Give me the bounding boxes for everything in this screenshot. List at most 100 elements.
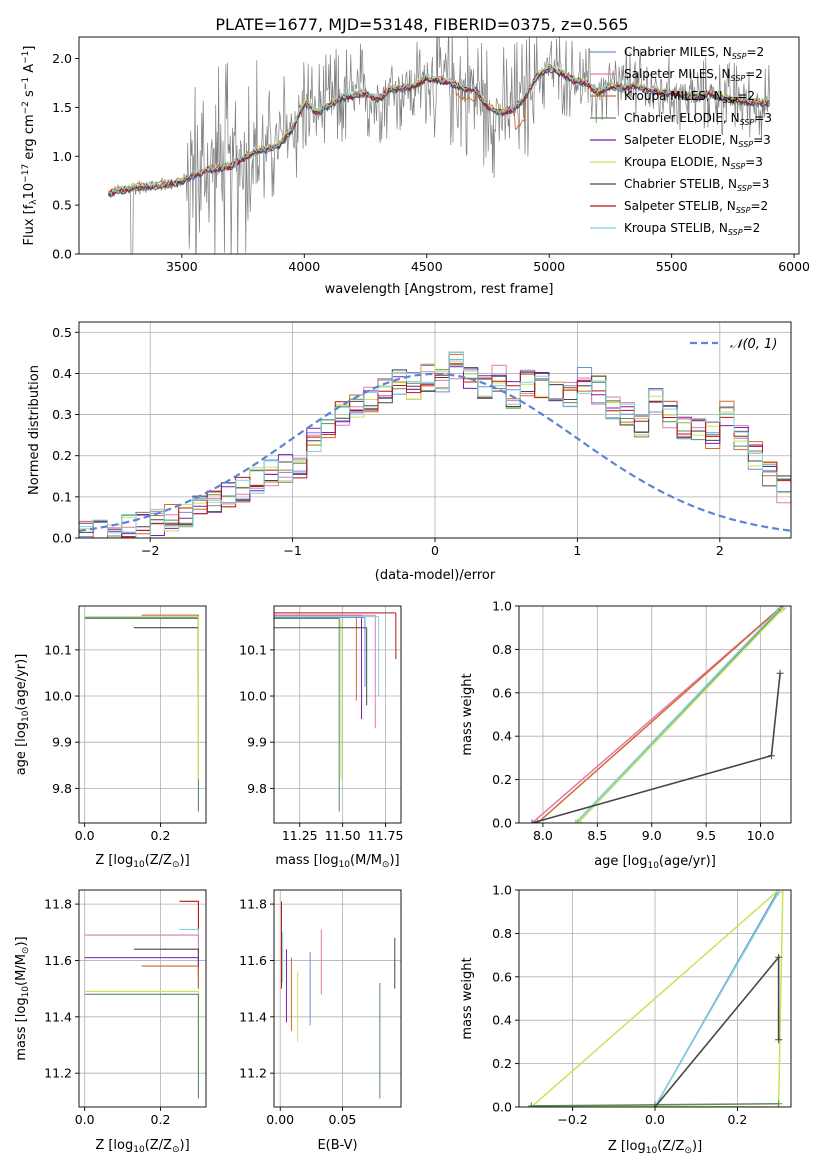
legend-entry: Chabrier STELIB, NSSP=3 <box>624 177 769 193</box>
figure-title: PLATE=1677, MJD=53148, FIBERID=0375, z=0… <box>215 15 628 34</box>
series-fit-kroupa-miles <box>108 63 770 195</box>
y-tick-label: 1.0 <box>52 149 72 164</box>
y-tick-label: 11.4 <box>44 1009 72 1024</box>
x-tick-label: 0 <box>431 543 439 558</box>
segment-3 <box>133 948 199 975</box>
y-tick-label: 0.4 <box>52 366 72 381</box>
y-tick-label: 9.9 <box>247 735 267 750</box>
y-axis-label: mass [log10(M/M⊙)] <box>14 936 31 1060</box>
weight-marker <box>775 1036 783 1044</box>
x-axis-label: age [log10(age/yr)] <box>594 854 716 871</box>
legend-entry: Chabrier ELODIE, NSSP=3 <box>624 111 772 127</box>
x-axis-label: (data-model)/error <box>375 568 496 583</box>
x-tick-label: 11.25 <box>282 828 318 843</box>
y-axis-label: Flux [fλ10−17 erg cm−2 s−1 A−1] <box>21 46 39 246</box>
weight-series-5 <box>654 955 780 1107</box>
y-tick-label: 9.8 <box>247 781 267 796</box>
y-tick-label: 11.4 <box>239 1009 267 1024</box>
x-tick-label: 11.75 <box>368 828 404 843</box>
series-fit-kroupa-elodie <box>108 64 771 196</box>
x-axis-label: Z [log10(Z/Z⊙)] <box>608 1139 702 1156</box>
spectrum-legend: Chabrier MILES, NSSP=2 Salpeter MILES, NS… <box>590 45 772 237</box>
plot-area-mass-vs-Z <box>79 890 206 1107</box>
y-axis-label: Normed distribution <box>27 365 42 495</box>
y-tick-label: 11.8 <box>44 897 72 912</box>
x-tick-label: 0.0 <box>75 828 95 843</box>
y-tick-label: 10.0 <box>44 689 72 704</box>
x-tick-label: −0.2 <box>557 1112 587 1127</box>
y-tick-label: 0.2 <box>52 448 72 463</box>
weight-marker <box>575 818 583 823</box>
y-tick-label: 2.0 <box>52 51 72 66</box>
residual-legend: 𝒩(0, 1) <box>690 337 777 352</box>
panel-spectrum: Chabrier MILES, NSSP=2 Salpeter MILES, NS… <box>21 36 810 297</box>
y-tick-label: 0.3 <box>52 407 72 422</box>
x-axis-label: Z [log10(Z/Z⊙)] <box>95 853 189 870</box>
y-tick-label: 0.2 <box>492 772 512 787</box>
x-axis-label: wavelength [Angstrom, rest frame] <box>325 282 554 297</box>
weight-series-6 <box>531 673 781 823</box>
y-tick-label: 0.4 <box>492 1013 512 1028</box>
weight-series-3 <box>575 607 781 823</box>
y-tick-label: 11.2 <box>239 1066 267 1081</box>
panels-layer: Chabrier MILES, NSSP=2 Salpeter MILES, NS… <box>14 36 810 1156</box>
weight-marker <box>651 1103 659 1107</box>
series-fit-salpeter-stelib <box>108 66 770 197</box>
x-tick-label: −2 <box>141 543 159 558</box>
weight-marker <box>775 890 783 894</box>
x-tick-label: 5000 <box>533 259 565 274</box>
segment-2 <box>84 934 199 975</box>
y-tick-label: 10.1 <box>44 642 72 657</box>
plot-area-age-vs-Z <box>79 606 206 823</box>
y-tick-label: 1.0 <box>492 599 512 614</box>
segment-2 <box>133 627 199 678</box>
segment-7 <box>84 993 199 1099</box>
normal-curve <box>79 372 791 532</box>
plot-area-mass-weight-vs-age <box>519 606 791 823</box>
axes-frame <box>273 889 402 1108</box>
weight-series-3 <box>531 890 784 1107</box>
histogram-3 <box>79 364 791 538</box>
y-tick-label: 10.0 <box>239 689 267 704</box>
plot-area-mass-weight-vs-Z <box>519 890 791 1107</box>
x-tick-label: 6000 <box>778 259 810 274</box>
y-tick-label: 11.8 <box>239 897 267 912</box>
x-tick-label: 0.0 <box>645 1112 665 1127</box>
axes-frame <box>78 36 800 255</box>
x-tick-label: 9.0 <box>642 828 662 843</box>
legend-entry: Chabrier MILES, NSSP=2 <box>624 45 764 61</box>
x-tick-label: 4500 <box>411 259 443 274</box>
y-tick-label: 0.8 <box>492 926 512 941</box>
x-axis-label: E(B-V) <box>317 1138 357 1153</box>
x-tick-label: 4000 <box>288 259 320 274</box>
weight-marker <box>775 953 783 961</box>
weight-marker <box>776 669 784 677</box>
x-tick-label: 1 <box>573 543 581 558</box>
weight-marker <box>572 819 580 823</box>
panel-age-vs-mass: 11.25 11.50 11.75 9.8 9.9 10.0 10.1 mass [log10… <box>239 605 404 870</box>
x-tick-label: −1 <box>283 543 301 558</box>
y-tick-label: 9.9 <box>52 735 72 750</box>
y-tick-label: 0.5 <box>52 325 72 340</box>
x-tick-label: 2 <box>716 543 724 558</box>
y-tick-label: 0.4 <box>492 729 512 744</box>
axes-frame <box>78 889 207 1108</box>
y-tick-label: 0.6 <box>492 685 512 700</box>
legend-entry: Salpeter ELODIE, NSSP=3 <box>624 133 771 149</box>
y-tick-label: 0.2 <box>492 1056 512 1071</box>
x-tick-label: 0.05 <box>329 1112 357 1127</box>
x-tick-label: 11.50 <box>325 828 361 843</box>
y-tick-label: 10.1 <box>239 642 267 657</box>
legend-entry: Salpeter STELIB, NSSP=2 <box>624 199 768 215</box>
legend-entry: 𝒩(0, 1) <box>730 337 777 352</box>
x-tick-label: 0.2 <box>727 1112 747 1127</box>
segment-4 <box>84 616 199 780</box>
x-axis-label: Z [log10(Z/Z⊙)] <box>95 1138 189 1155</box>
x-tick-label: 0.2 <box>151 828 171 843</box>
y-tick-label: 9.8 <box>52 781 72 796</box>
segment-5 <box>141 965 199 989</box>
segment-1 <box>179 928 199 961</box>
plot-area-age-vs-mass <box>274 606 401 823</box>
y-axis-label: mass weight <box>460 673 475 755</box>
